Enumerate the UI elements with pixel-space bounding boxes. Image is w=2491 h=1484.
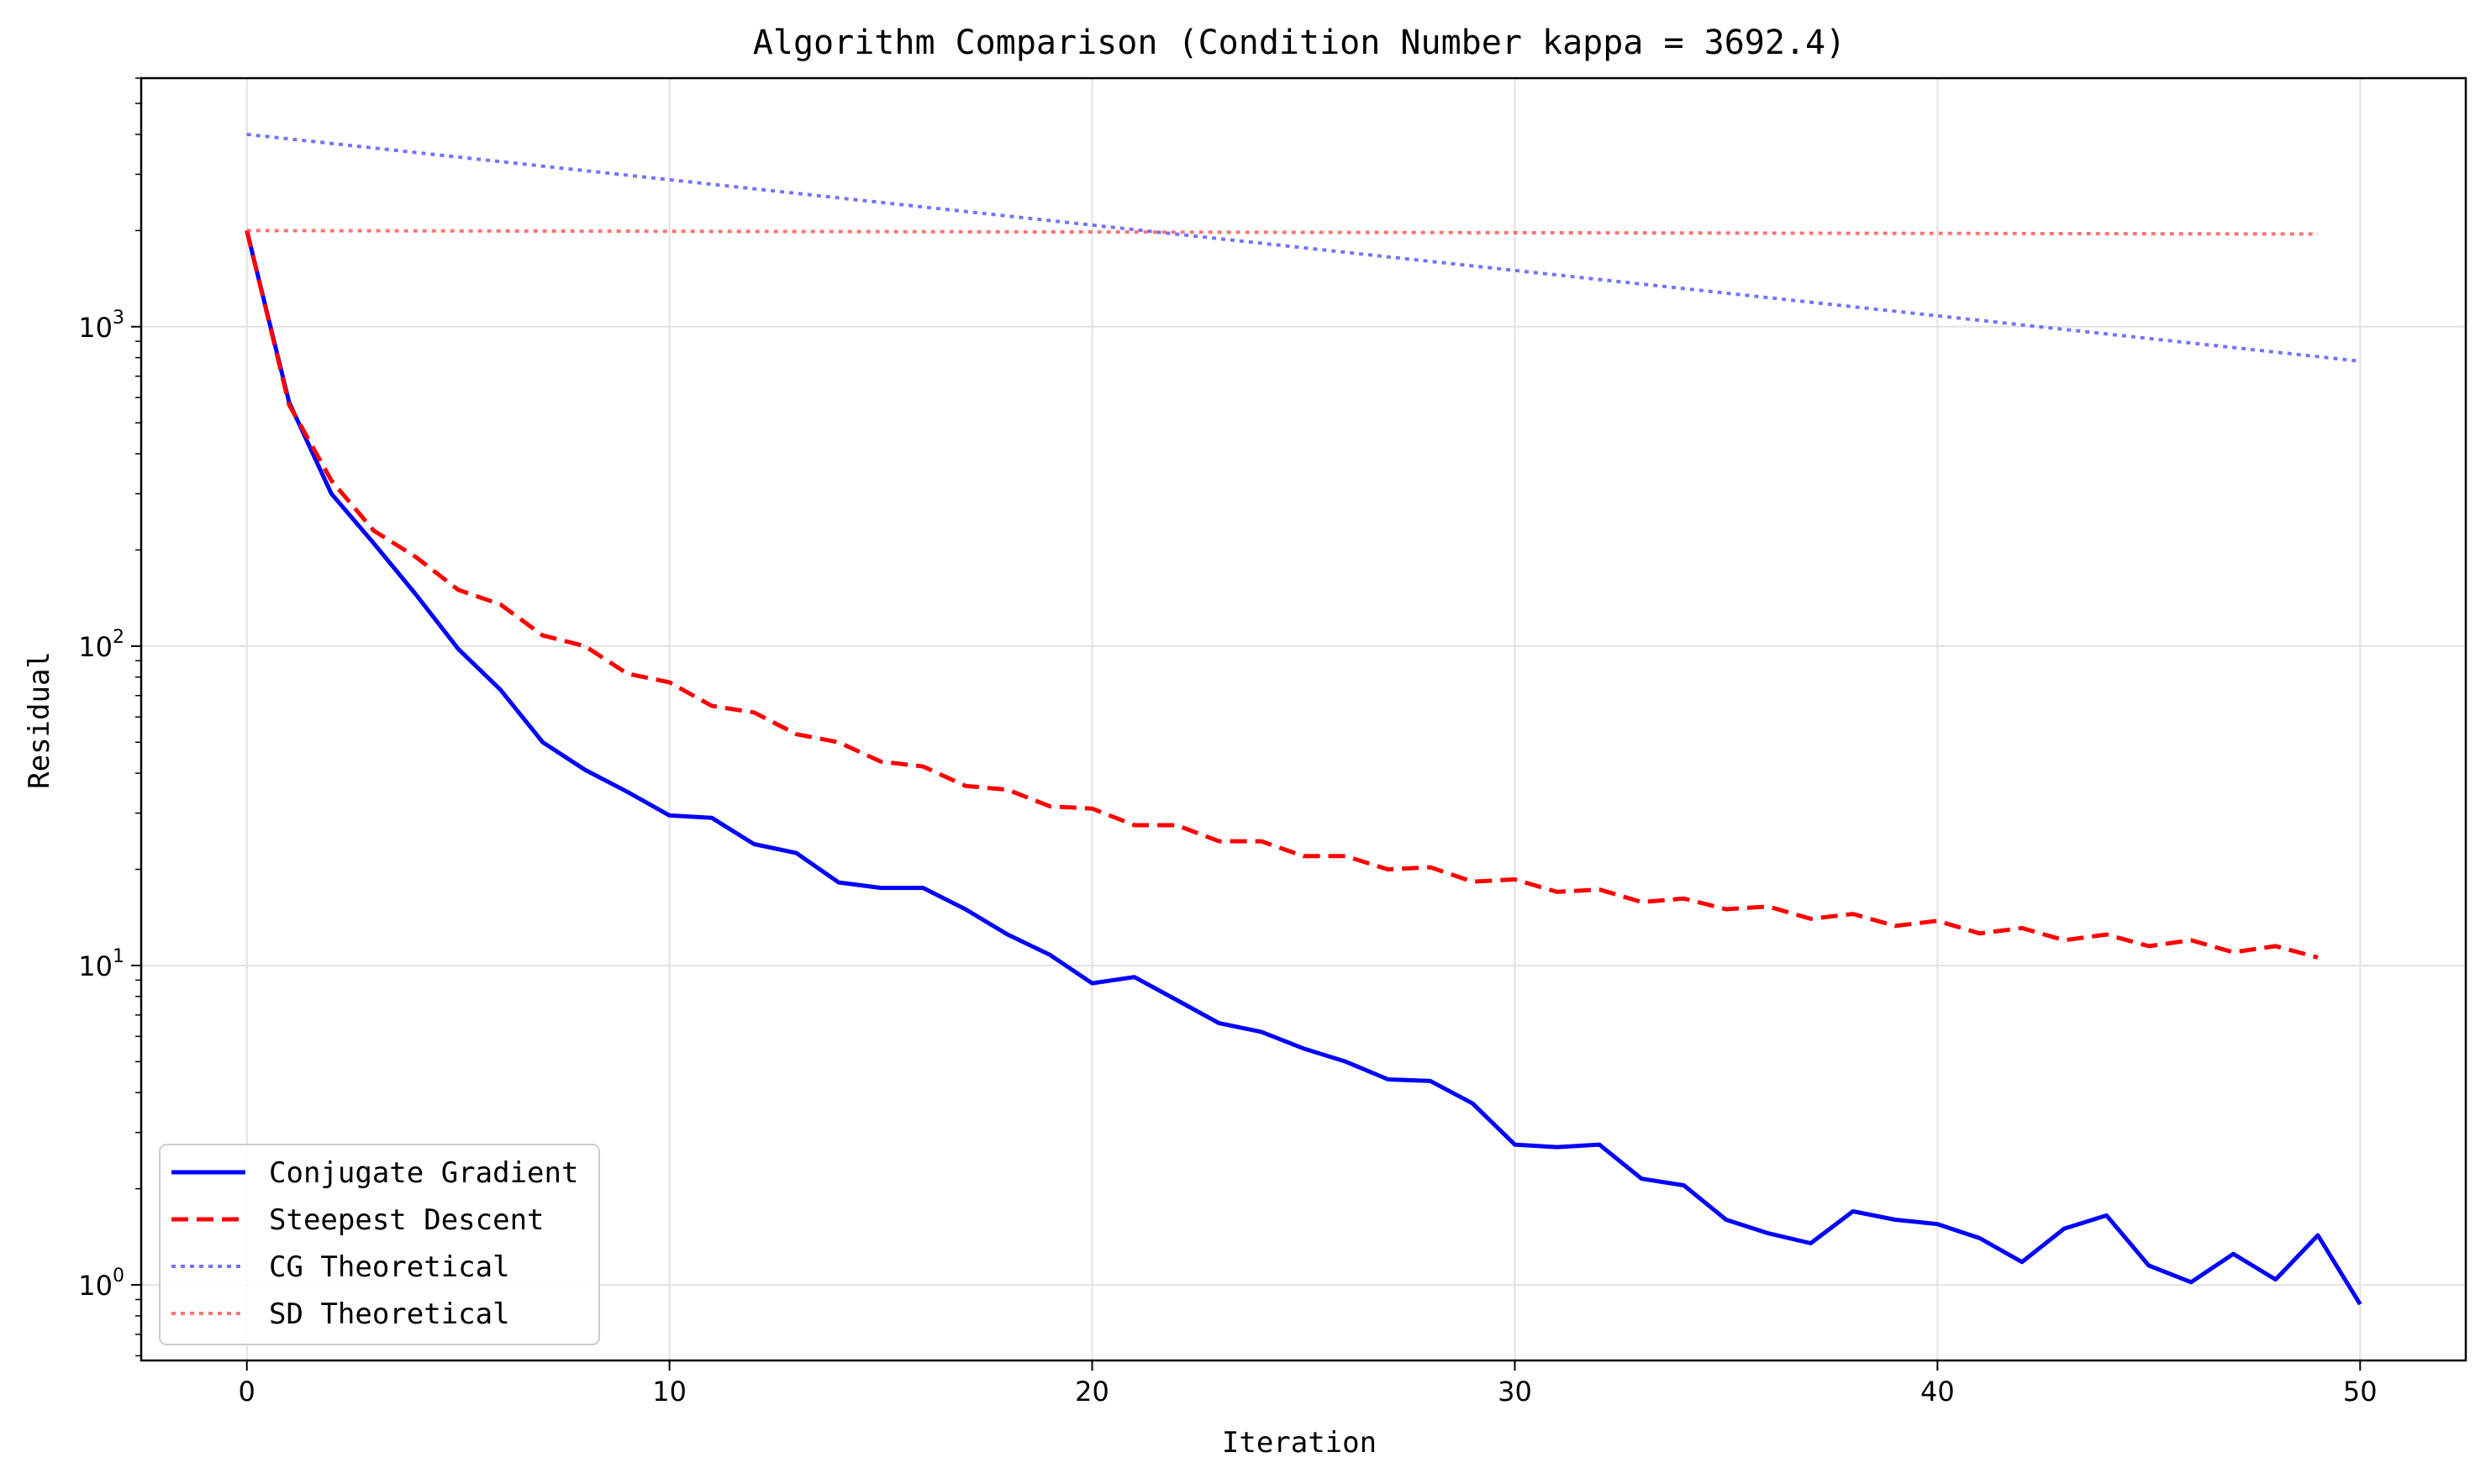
- x-tick-label: 20: [1075, 1376, 1109, 1408]
- x-tick-label: 50: [2343, 1376, 2378, 1408]
- y-tick-label: 102: [78, 627, 124, 663]
- x-axis-label: Iteration: [1222, 1426, 1377, 1460]
- x-tick-label: 0: [239, 1376, 255, 1408]
- legend: Conjugate Gradient Steepest Descent CG The…: [159, 1144, 600, 1345]
- tick-layer: 0 10 20 30 40 50 100 101 102 103: [78, 77, 2378, 1408]
- legend-label: Conjugate Gradient: [269, 1156, 578, 1190]
- y-axis-label: Residual: [23, 651, 56, 789]
- y-tick-label: 101: [78, 946, 124, 982]
- series-line-sd-theoretical: [246, 229, 2319, 236]
- grid-layer: [141, 78, 2466, 1360]
- y-tick-label: 100: [78, 1266, 124, 1302]
- plot-frame: [140, 76, 2467, 1362]
- y-tick-label: 103: [78, 308, 124, 344]
- x-tick-label: 10: [652, 1376, 687, 1408]
- x-tick-label: 40: [1920, 1376, 1955, 1408]
- series-line-conjugate-gradient: [245, 229, 2362, 1306]
- series-line-cg-theoretical: [246, 132, 2361, 363]
- chart-title: Algorithm Comparison (Condition Number k…: [753, 24, 1846, 62]
- x-tick-label: 30: [1498, 1376, 1532, 1408]
- legend-label: CG Theoretical: [269, 1250, 510, 1284]
- legend-box: [159, 1144, 600, 1345]
- legend-label: SD Theoretical: [269, 1297, 510, 1331]
- series-layer: [245, 132, 2362, 1306]
- legend-label: Steepest Descent: [269, 1203, 545, 1237]
- series-line-steepest-descent: [245, 229, 2319, 960]
